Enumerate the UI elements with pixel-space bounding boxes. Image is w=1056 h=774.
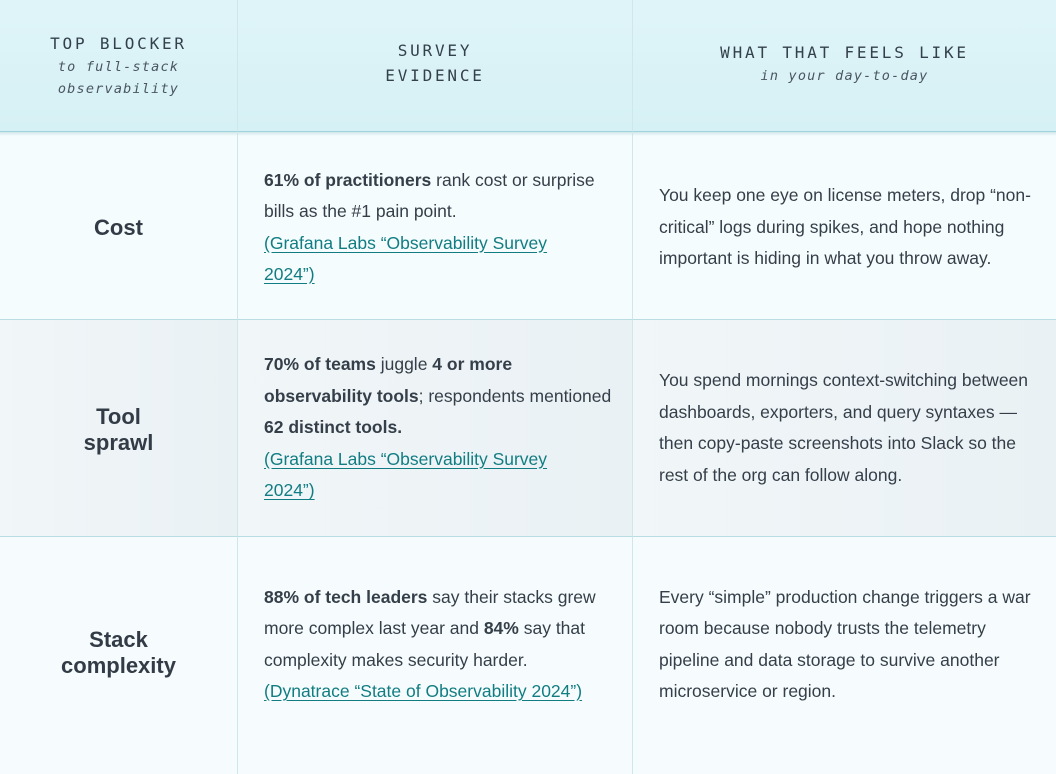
table-row-stack-complexity-feel: Every “simple” production change trigger… <box>633 537 1056 774</box>
table-row-stack-complexity-evidence: 88% of tech leaders say their stacks gre… <box>238 537 633 774</box>
row-label: Cost <box>94 214 143 240</box>
evidence-highlight: 88% of tech leaders <box>264 586 428 607</box>
header-survey-evidence: SURVEY EVIDENCE <box>238 0 633 132</box>
header-top-blocker: TOP BLOCKER to full-stack observability <box>0 0 238 132</box>
evidence-highlight: 62 distinct tools. <box>264 417 403 438</box>
table-row-stack-complexity-label-cell: Stack complexity <box>0 537 238 774</box>
feel-text: You spend mornings context-switching bet… <box>659 370 1029 485</box>
evidence-highlight: 4 or more observability tools <box>264 354 513 406</box>
table-row-cost-feel: You keep one eye on license meters, drop… <box>633 132 1056 320</box>
source-link[interactable]: (Dynatrace “State of Observability 2024”… <box>264 681 583 701</box>
table-row-tool-sprawl-evidence: 70% of teams juggle 4 or more observabil… <box>238 320 633 537</box>
evidence-highlight: 70% of teams <box>264 354 376 375</box>
header-top-blocker-subtitle: to full-stack observability <box>57 59 180 97</box>
evidence-highlight: 84% <box>483 618 519 638</box>
header-survey-evidence-title: SURVEY EVIDENCE <box>385 40 485 85</box>
feel-text: Every “simple” production change trigger… <box>659 586 1031 702</box>
table-row-cost-evidence: 61% of practitioners rank cost or surpri… <box>238 132 633 320</box>
feel-text: You keep one eye on license meters, drop… <box>659 185 1031 269</box>
table-row-tool-sprawl-feel: You spend mornings context-switching bet… <box>633 320 1056 537</box>
source-link[interactable]: (Grafana Labs “Observability Survey 2024… <box>264 448 548 501</box>
table-row-tool-sprawl-label-cell: Tool sprawl <box>0 320 238 537</box>
row-label: Tool sprawl <box>83 404 154 455</box>
evidence-text: rank cost or surprise bills as the #1 pa… <box>264 169 595 222</box>
evidence-text: ; respondents mentioned <box>418 385 612 406</box>
evidence-highlight: 61% of practitioners <box>264 169 432 190</box>
header-feels-like-subtitle: in your day-to-day <box>760 68 929 84</box>
evidence-text: say that complexity makes security harde… <box>264 618 586 670</box>
source-link[interactable]: (Grafana Labs “Observability Survey 2024… <box>264 232 548 285</box>
table-row-cost-label-cell: Cost <box>0 132 238 320</box>
evidence-text: juggle <box>375 354 433 375</box>
header-top-blocker-title: TOP BLOCKER <box>50 34 187 53</box>
header-feels-like-title: WHAT THAT FEELS LIKE <box>720 43 969 62</box>
evidence-text: say their stacks grew more complex last … <box>264 586 596 639</box>
header-feels-like: WHAT THAT FEELS LIKE in your day-to-day <box>633 0 1056 132</box>
row-label: Stack complexity <box>61 626 176 678</box>
